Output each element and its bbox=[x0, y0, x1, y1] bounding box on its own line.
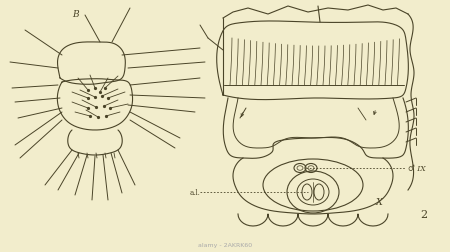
Text: X: X bbox=[376, 198, 383, 207]
Text: B: B bbox=[72, 10, 79, 19]
Text: a.l.: a.l. bbox=[190, 189, 201, 197]
Text: ♂ IX: ♂ IX bbox=[408, 165, 426, 173]
Text: 2: 2 bbox=[420, 210, 427, 220]
Text: alamy - 2AKRK60: alamy - 2AKRK60 bbox=[198, 243, 252, 248]
